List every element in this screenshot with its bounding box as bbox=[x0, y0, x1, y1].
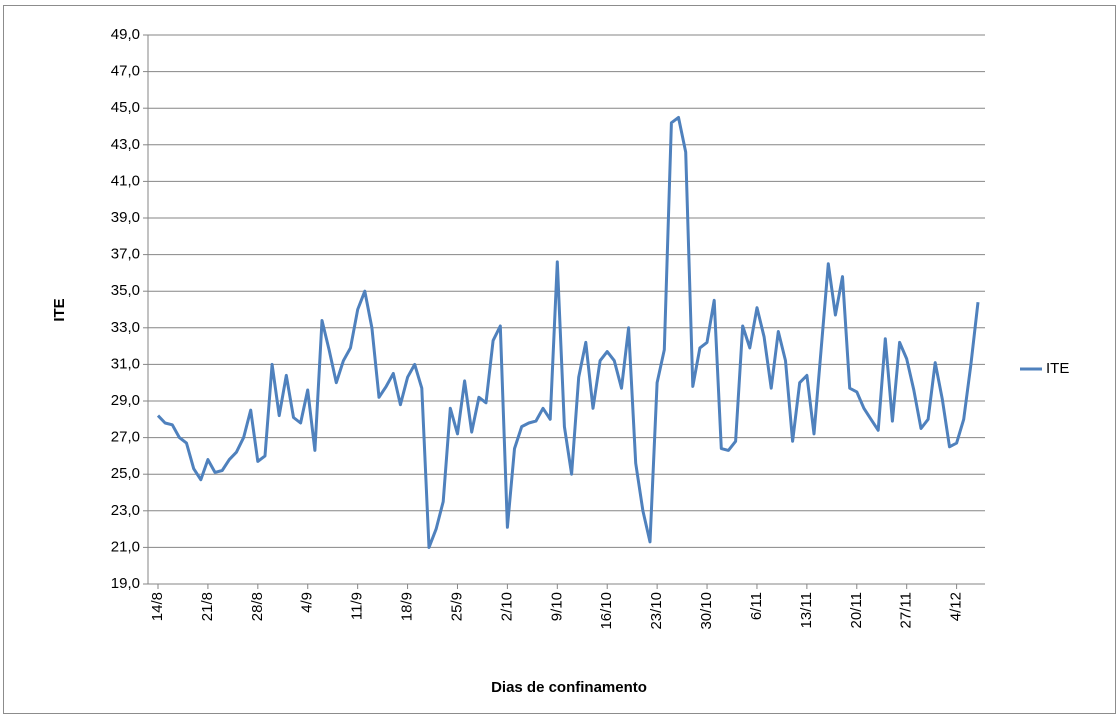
x-tick-label: 20/11 bbox=[848, 592, 865, 628]
x-axis-title: Dias de confinamento bbox=[491, 679, 647, 696]
x-tick-label: 13/11 bbox=[798, 592, 815, 628]
x-tick-label: 6/11 bbox=[748, 592, 765, 620]
x-tick-label: 21/8 bbox=[199, 592, 216, 621]
y-tick-label: 31,0 bbox=[111, 355, 140, 372]
y-tick-label: 45,0 bbox=[111, 99, 140, 116]
chart-frame bbox=[3, 5, 1116, 714]
x-tick-label: 4/9 bbox=[299, 592, 316, 613]
x-tick-label: 4/12 bbox=[948, 592, 965, 621]
x-tick-label: 18/9 bbox=[399, 592, 416, 621]
legend-label: ITE bbox=[1046, 360, 1069, 377]
y-tick-label: 27,0 bbox=[111, 429, 140, 446]
x-tick-label: 28/8 bbox=[249, 592, 266, 621]
y-tick-label: 47,0 bbox=[111, 63, 140, 80]
x-tick-label: 16/10 bbox=[598, 592, 615, 630]
x-tick-label: 2/10 bbox=[498, 592, 515, 621]
y-tick-label: 35,0 bbox=[111, 282, 140, 299]
y-tick-label: 37,0 bbox=[111, 246, 140, 263]
x-tick-label: 30/10 bbox=[698, 592, 715, 630]
y-tick-label: 25,0 bbox=[111, 465, 140, 482]
y-axis-title: ITE bbox=[51, 298, 68, 321]
y-tick-label: 43,0 bbox=[111, 136, 140, 153]
x-tick-label: 14/8 bbox=[149, 592, 166, 621]
y-tick-label: 41,0 bbox=[111, 172, 140, 189]
x-tick-label: 25/9 bbox=[448, 592, 465, 621]
x-tick-label: 27/11 bbox=[898, 592, 915, 628]
y-tick-label: 23,0 bbox=[111, 502, 140, 519]
x-tick-label: 23/10 bbox=[648, 592, 665, 630]
y-tick-label: 49,0 bbox=[111, 26, 140, 43]
data-line bbox=[156, 115, 980, 549]
y-tick-label: 39,0 bbox=[111, 209, 140, 226]
y-tick-label: 33,0 bbox=[111, 319, 140, 336]
y-tick-label: 21,0 bbox=[111, 538, 140, 555]
y-tick-label: 29,0 bbox=[111, 392, 140, 409]
x-tick-label: 9/10 bbox=[548, 592, 565, 621]
y-tick-label: 19,0 bbox=[111, 575, 140, 592]
x-tick-label: 11/9 bbox=[349, 592, 366, 620]
